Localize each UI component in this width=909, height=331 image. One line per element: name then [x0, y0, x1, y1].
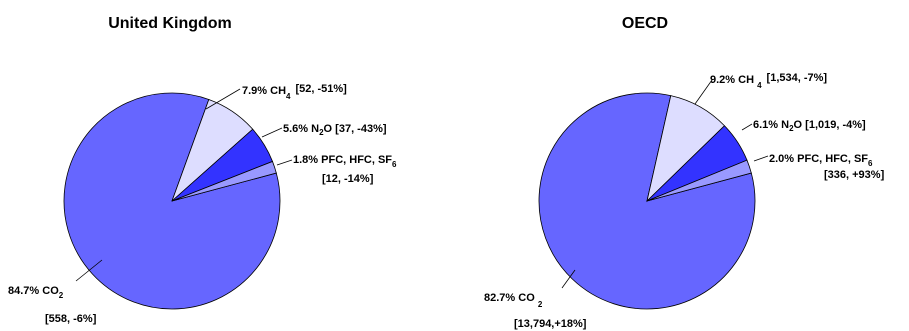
slice-label-n2o: 6.1% N2O [1,019, -4%] [753, 119, 866, 133]
slice-bracket-pfc: [336, +93%] [824, 169, 885, 181]
slice-label-ch4: 7.9% CH4[52, -51%] [242, 83, 347, 101]
slice-label-co2: 84.7% CO2 [8, 285, 64, 300]
slice-bracket-co2: [558, -6%] [45, 313, 97, 325]
leader-line [261, 127, 283, 138]
leader-line [561, 269, 576, 289]
leader-line [205, 88, 241, 110]
pie-united-kingdom: United Kingdom 7.9% CH4[52, -51%] 5.6% N… [8, 15, 397, 325]
pie-slices [538, 92, 756, 310]
slice-label-pfc: 2.0% PFC, HFC, SF6 [769, 153, 873, 168]
pie-oecd: OECD 9.2% CH 4[1,534, -7%] 6.1% N2O [1,0… [484, 15, 885, 330]
slice-bracket-co2: [13,794,+18%] [514, 318, 587, 330]
leader-line [753, 155, 769, 162]
pie-slice-pfc-hfc-sf6 [646, 159, 752, 202]
leader-line [741, 123, 753, 131]
leader-line [276, 159, 293, 166]
slice-label-n2o: 5.6% N2O [37, -43%] [283, 123, 387, 137]
chart-title: OECD [622, 15, 668, 32]
pie-slice-pfc-hfc-sf6 [171, 160, 277, 202]
slice-bracket-pfc: [12, -14%] [322, 173, 374, 185]
chart-title: United Kingdom [108, 15, 232, 32]
slice-label-pfc: 1.8% PFC, HFC, SF6 [293, 154, 397, 169]
leader-line [75, 259, 103, 282]
pie-slices [63, 92, 281, 310]
slice-label-co2: 82.7% CO 2 [484, 292, 543, 309]
slice-label-ch4: 9.2% CH 4[1,534, -7%] [710, 72, 827, 90]
leader-line [694, 79, 713, 105]
